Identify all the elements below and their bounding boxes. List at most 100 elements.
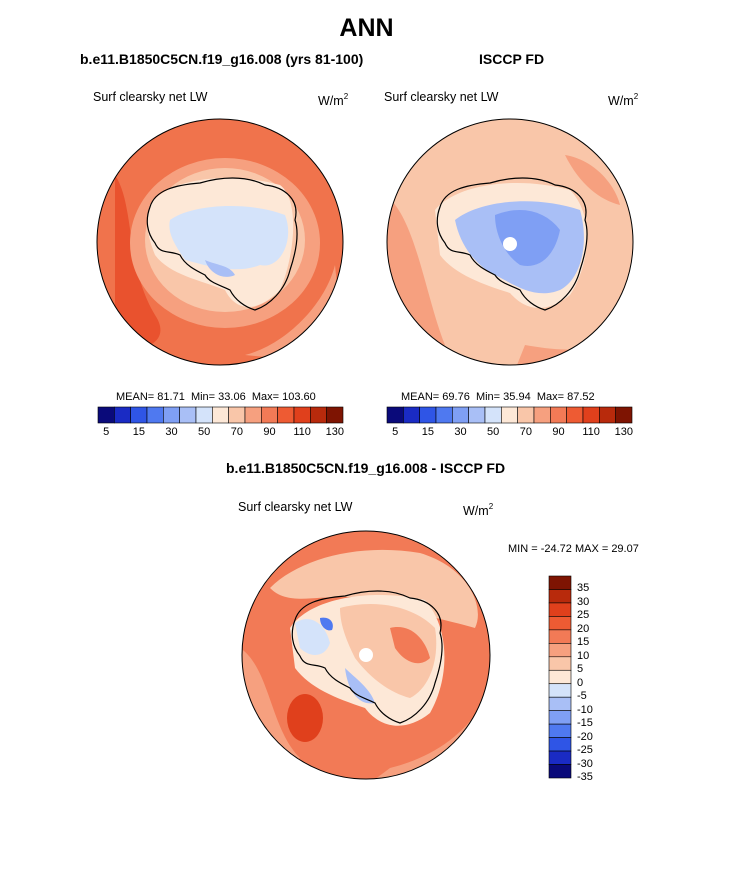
variable-label-model: Surf clearsky net LW bbox=[93, 90, 208, 104]
colorbar-obs-swatch-4 bbox=[452, 406, 469, 424]
colorbar-diff-tick-label: 20 bbox=[577, 622, 590, 635]
colorbar-diff-tick-label: -5 bbox=[577, 690, 587, 703]
field-band-mid-ne bbox=[565, 155, 620, 205]
colorbar-obs-swatch-6 bbox=[484, 406, 502, 424]
coastline-outline bbox=[436, 177, 588, 311]
units-label-diff: W/m2 bbox=[463, 502, 494, 518]
colorbar-diff-swatch-6 bbox=[548, 656, 572, 671]
pole-hole bbox=[503, 237, 517, 251]
units-label-obs: W/m2 bbox=[608, 92, 639, 108]
map-border bbox=[241, 530, 491, 780]
variable-label-obs: Surf clearsky net LW bbox=[384, 90, 499, 104]
coastline-outline bbox=[291, 590, 443, 724]
colorbar-diff-swatch-13 bbox=[548, 750, 572, 765]
colorbar-model-swatch-8 bbox=[228, 406, 246, 424]
colorbar-model-tick-label: 15 bbox=[132, 426, 145, 438]
colorbar-model-swatch-9 bbox=[244, 406, 262, 424]
colorbar-obs-swatch-8 bbox=[517, 406, 535, 424]
colorbar-model-tick-label: 90 bbox=[263, 426, 276, 438]
colorbar-model-tick-label: 130 bbox=[325, 426, 344, 438]
colorbar-model-tick-label: 50 bbox=[198, 426, 211, 438]
colorbar-diff-tick-label: 35 bbox=[577, 582, 590, 595]
field-band-pos bbox=[340, 604, 437, 698]
field-band-warm-sw bbox=[287, 694, 323, 742]
colorbar-obs-swatch-9 bbox=[533, 406, 551, 424]
field-band-neg-2 bbox=[345, 668, 375, 704]
colorbar-diff-tick-label: -30 bbox=[577, 757, 593, 770]
colorbar-diff-swatch-8 bbox=[548, 683, 572, 698]
colorbar-model-tick-label: 110 bbox=[293, 426, 311, 438]
colorbar-diff-tick-label: -15 bbox=[577, 717, 593, 730]
colorbar-diff-swatch-2 bbox=[548, 602, 572, 617]
field-band-warm bbox=[115, 175, 161, 349]
pole-hole bbox=[359, 648, 373, 662]
colorbar-model-tick-label: 5 bbox=[103, 426, 110, 438]
colorbar-model-swatch-7 bbox=[212, 406, 229, 424]
colorbar-model-swatch-3 bbox=[146, 406, 164, 424]
map-diff bbox=[241, 530, 491, 780]
field-band-coldest bbox=[495, 210, 560, 266]
colorbar-diff bbox=[548, 575, 572, 779]
colorbar-diff-swatch-3 bbox=[548, 616, 572, 631]
colorbar-diff-tick-label: 5 bbox=[577, 663, 584, 676]
units-label-model: W/m2 bbox=[318, 92, 349, 108]
colorbar-diff-swatch-4 bbox=[548, 629, 572, 644]
colorbar-model-swatch-10 bbox=[261, 406, 278, 424]
colorbar-model-swatch-14 bbox=[326, 406, 344, 424]
coastline-outline bbox=[146, 177, 298, 311]
colorbar-obs-swatch-11 bbox=[566, 406, 584, 424]
colorbar-diff-swatch-12 bbox=[548, 737, 572, 752]
colorbar-diff-tick-label: 15 bbox=[577, 636, 590, 649]
colorbar-diff-swatch-1 bbox=[548, 589, 572, 604]
field-band-neg-strong bbox=[320, 617, 333, 631]
colorbar-diff-tick-label: 0 bbox=[577, 676, 584, 689]
colorbar-model-swatch-6 bbox=[195, 406, 213, 424]
stats-line-obs: MEAN= 69.76 Min= 35.94 Max= 87.52 bbox=[401, 391, 595, 403]
colorbar-diff-swatch-0 bbox=[548, 575, 572, 590]
colorbar-model-swatch-12 bbox=[293, 406, 311, 424]
panel-title-model: b.e11.B1850C5CN.f19_g16.008 (yrs 81-100) bbox=[80, 51, 364, 67]
colorbar-obs-tick-label: 50 bbox=[487, 426, 500, 438]
colorbar-diff-tick-label: -25 bbox=[577, 744, 593, 757]
field-band-neg bbox=[295, 619, 330, 655]
stats-line-diff: MIN = -24.72 MAX = 29.07 bbox=[508, 543, 639, 555]
stats-line-model: MEAN= 81.71 Min= 33.06 Max= 103.60 bbox=[116, 391, 316, 403]
colorbar-obs-swatch-13 bbox=[599, 406, 616, 424]
colorbar-obs-swatch-0 bbox=[386, 406, 404, 424]
colorbar-diff-swatch-7 bbox=[548, 669, 572, 685]
colorbar-obs-swatch-10 bbox=[550, 406, 567, 424]
colorbar-model-swatch-0 bbox=[97, 406, 115, 424]
colorbar-model-swatch-11 bbox=[277, 406, 295, 424]
panel-title-obs: ISCCP FD bbox=[479, 51, 545, 67]
colorbar-model-tick-label: 30 bbox=[165, 426, 178, 438]
colorbar-obs-tick-label: 70 bbox=[519, 426, 532, 438]
field-band-cold bbox=[169, 205, 289, 270]
colorbar-model-swatch-2 bbox=[130, 406, 148, 424]
colorbar-obs-tick-label: 5 bbox=[392, 426, 399, 438]
colorbar-diff-swatch-10 bbox=[548, 710, 572, 725]
colorbar-obs bbox=[386, 406, 633, 424]
field-band-coldest bbox=[205, 260, 235, 277]
colorbar-diff-swatch-11 bbox=[548, 723, 572, 738]
map-border bbox=[386, 118, 634, 366]
colorbar-diff-swatch-5 bbox=[548, 643, 572, 658]
colorbar-diff-swatch-9 bbox=[548, 696, 572, 711]
map-model bbox=[96, 118, 344, 366]
colorbar-model-tick-label: 70 bbox=[230, 426, 243, 438]
colorbar-diff-swatch-14 bbox=[548, 764, 572, 779]
colorbar-diff-tick-label: 10 bbox=[577, 649, 590, 662]
colorbar-obs-swatch-1 bbox=[403, 406, 420, 424]
colorbar-model bbox=[97, 406, 344, 424]
colorbar-diff-tick-label: 30 bbox=[577, 595, 590, 608]
colorbar-model-swatch-1 bbox=[114, 406, 131, 424]
colorbar-model-swatch-13 bbox=[310, 406, 327, 424]
colorbar-model-swatch-5 bbox=[179, 406, 197, 424]
variable-label-diff: Surf clearsky net LW bbox=[238, 500, 353, 514]
map-obs bbox=[386, 118, 634, 366]
colorbar-obs-swatch-3 bbox=[435, 406, 453, 424]
map-border bbox=[96, 118, 344, 366]
colorbar-obs-swatch-14 bbox=[615, 406, 633, 424]
page-title: ANN bbox=[339, 14, 394, 42]
colorbar-obs-tick-label: 90 bbox=[552, 426, 565, 438]
colorbar-obs-swatch-5 bbox=[468, 406, 486, 424]
